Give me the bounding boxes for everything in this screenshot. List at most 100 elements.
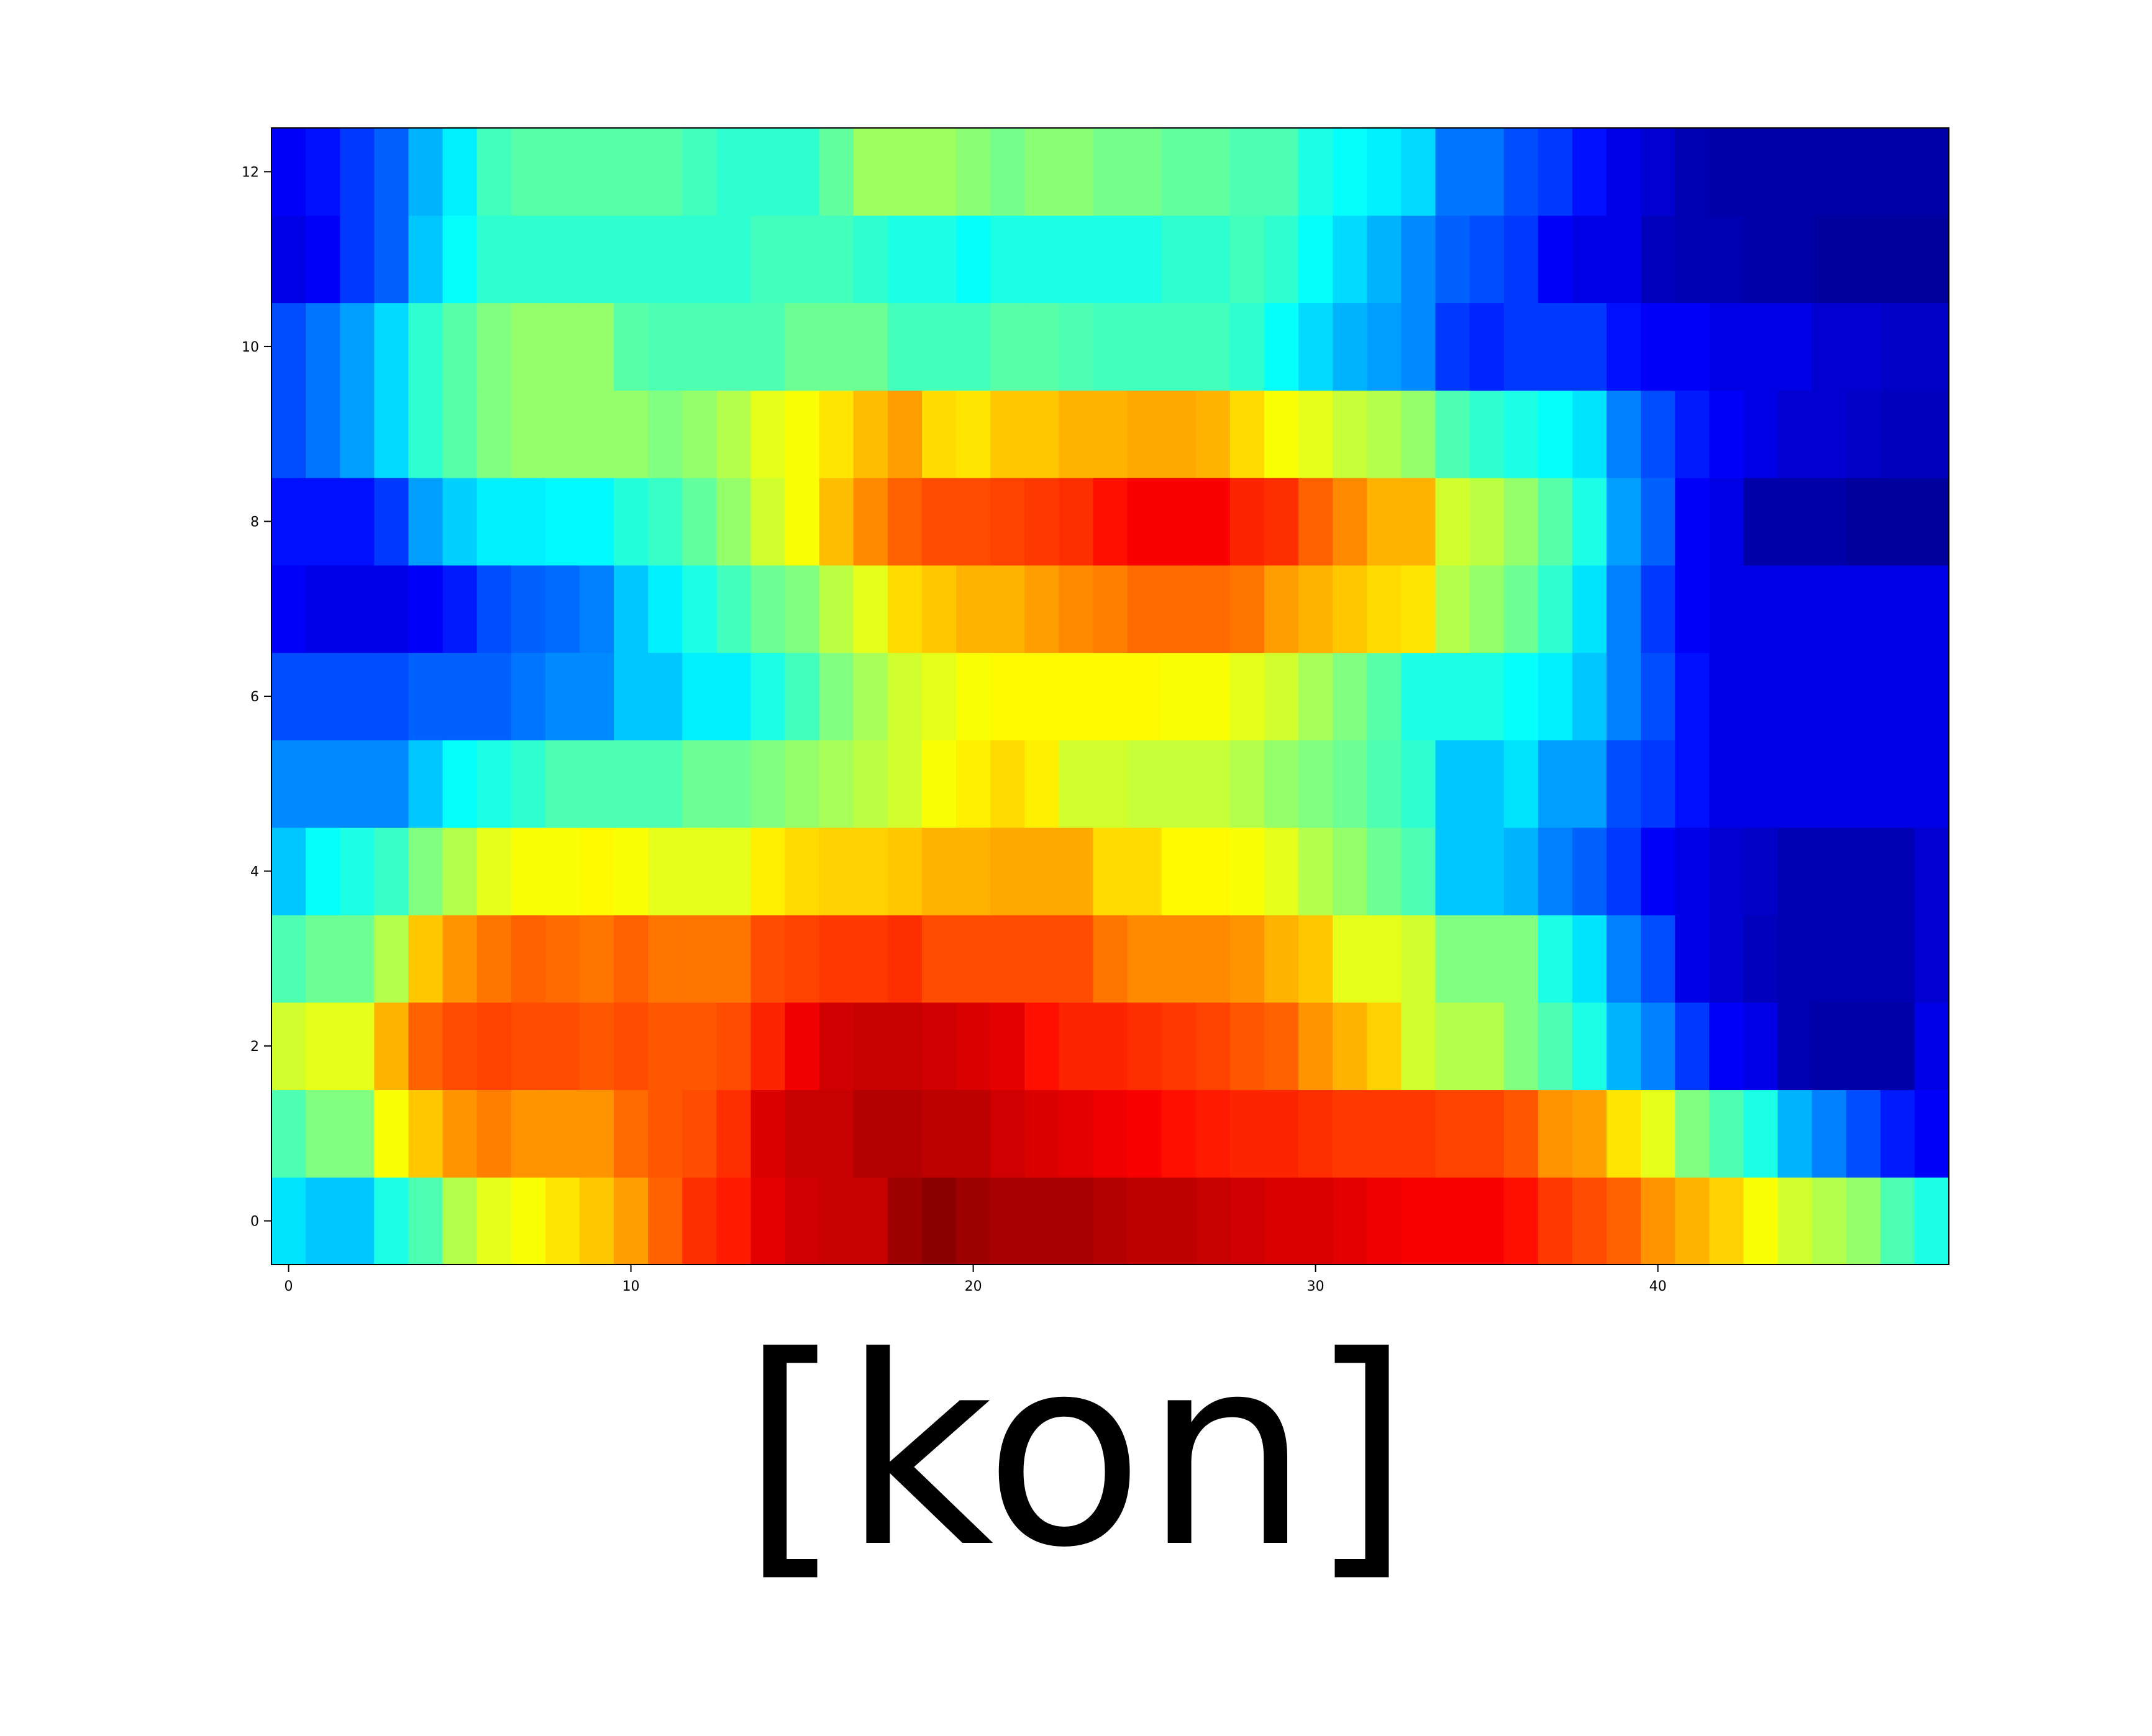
heatmap-cell [819, 1089, 854, 1178]
heatmap-cell [1229, 1089, 1265, 1178]
heatmap-cell [1641, 478, 1676, 566]
heatmap-cell [271, 215, 306, 304]
heatmap-cell [1195, 1177, 1231, 1265]
heatmap-cell [819, 478, 854, 566]
heatmap-cell [887, 652, 923, 740]
heatmap-cell [1298, 390, 1333, 478]
heatmap-cell [1264, 302, 1299, 391]
heatmap-cell [442, 390, 478, 478]
heatmap-cell [1264, 478, 1299, 566]
heatmap-cell [956, 1177, 991, 1265]
heatmap-cell [1846, 565, 1881, 653]
heatmap-cell [1298, 1002, 1333, 1091]
heatmap-cell [853, 827, 888, 916]
heatmap-cell [1401, 827, 1436, 916]
heatmap-cell [579, 565, 614, 653]
heatmap-cell [716, 215, 752, 304]
heatmap-cell [1846, 914, 1881, 1003]
heatmap-cell [306, 914, 340, 1003]
heatmap-cell [750, 1177, 786, 1265]
heatmap-cell [1572, 478, 1607, 566]
heatmap-cell [271, 827, 306, 916]
heatmap-cell [956, 390, 991, 478]
heatmap-cell [340, 740, 375, 828]
heatmap-cell [306, 1177, 340, 1265]
heatmap-cell [750, 652, 786, 740]
heatmap-cell [1675, 128, 1710, 216]
heatmap-cell [1538, 1089, 1573, 1178]
heatmap-cell [990, 914, 1025, 1003]
heatmap-cell [648, 128, 683, 216]
heatmap-cell [1641, 1002, 1676, 1091]
heatmap-cell [408, 914, 444, 1003]
heatmap-cell [1469, 827, 1505, 916]
heatmap-cell [579, 215, 614, 304]
heatmap-cell [956, 128, 991, 216]
heatmap-cell [1538, 652, 1573, 740]
heatmap-cell [1777, 390, 1813, 478]
heatmap-cell [990, 1002, 1025, 1091]
heatmap-cell [408, 1002, 444, 1091]
heatmap-cell [853, 740, 888, 828]
heatmap-cell [408, 652, 444, 740]
heatmap-cell [1880, 1177, 1915, 1265]
heatmap-cell [1024, 914, 1059, 1003]
heatmap-cell [340, 1089, 375, 1178]
heatmap-cell [1469, 128, 1505, 216]
heatmap-cell [1435, 1002, 1470, 1091]
heatmap-cell [1333, 1177, 1367, 1265]
heatmap-cell [511, 652, 546, 740]
heatmap-cell [750, 215, 786, 304]
heatmap-cell [1333, 914, 1367, 1003]
heatmap-cell [990, 128, 1025, 216]
heatmap-cell [374, 390, 409, 478]
heatmap-cell [442, 302, 478, 391]
heatmap-cell [1777, 565, 1813, 653]
heatmap-cell [1914, 827, 1949, 916]
heatmap-cell [1503, 914, 1539, 1003]
heatmap-cell [1435, 914, 1470, 1003]
heatmap-cell [785, 1177, 820, 1265]
heatmap-cell [648, 1177, 683, 1265]
heatmap-cell [1401, 128, 1436, 216]
heatmap-cell [408, 740, 444, 828]
heatmap-cell [1298, 914, 1333, 1003]
heatmap-cell [1606, 652, 1641, 740]
heatmap-cell [921, 1177, 957, 1265]
heatmap-cell [271, 565, 306, 653]
heatmap-cell [1127, 914, 1162, 1003]
heatmap-cell [306, 215, 340, 304]
heatmap-cell [1059, 1089, 1094, 1178]
heatmap-cell [716, 1002, 752, 1091]
heatmap-cell [1572, 1002, 1607, 1091]
heatmap-cell [1606, 740, 1641, 828]
heatmap-cell [1538, 1177, 1573, 1265]
heatmap-cell [1812, 652, 1847, 740]
heatmap-cell [1229, 740, 1265, 828]
heatmap-cell [408, 827, 444, 916]
heatmap-cell [1059, 478, 1094, 566]
heatmap-cell [306, 827, 340, 916]
heatmap-cell [1743, 565, 1779, 653]
heatmap-cell [990, 1177, 1025, 1265]
heatmap-cell [1195, 1002, 1231, 1091]
heatmap-cell [1538, 128, 1573, 216]
heatmap-cell [819, 1002, 854, 1091]
heatmap-cell [545, 390, 580, 478]
heatmap-cell [750, 478, 786, 566]
heatmap-cell [750, 128, 786, 216]
heatmap-cell [1229, 565, 1265, 653]
heatmap-cell [921, 1089, 957, 1178]
heatmap-cell [1641, 128, 1676, 216]
heatmap-cell [1333, 390, 1367, 478]
heatmap-cell [648, 1002, 683, 1091]
heatmap-cell [1229, 827, 1265, 916]
heatmap-cell [1161, 1002, 1197, 1091]
heatmap-cell [614, 128, 649, 216]
heatmap-cell [887, 827, 923, 916]
heatmap-cell [1093, 652, 1128, 740]
heatmap-cell [545, 914, 580, 1003]
heatmap-cell [1093, 740, 1128, 828]
heatmap-cell [682, 1177, 717, 1265]
heatmap-cell [1127, 128, 1162, 216]
